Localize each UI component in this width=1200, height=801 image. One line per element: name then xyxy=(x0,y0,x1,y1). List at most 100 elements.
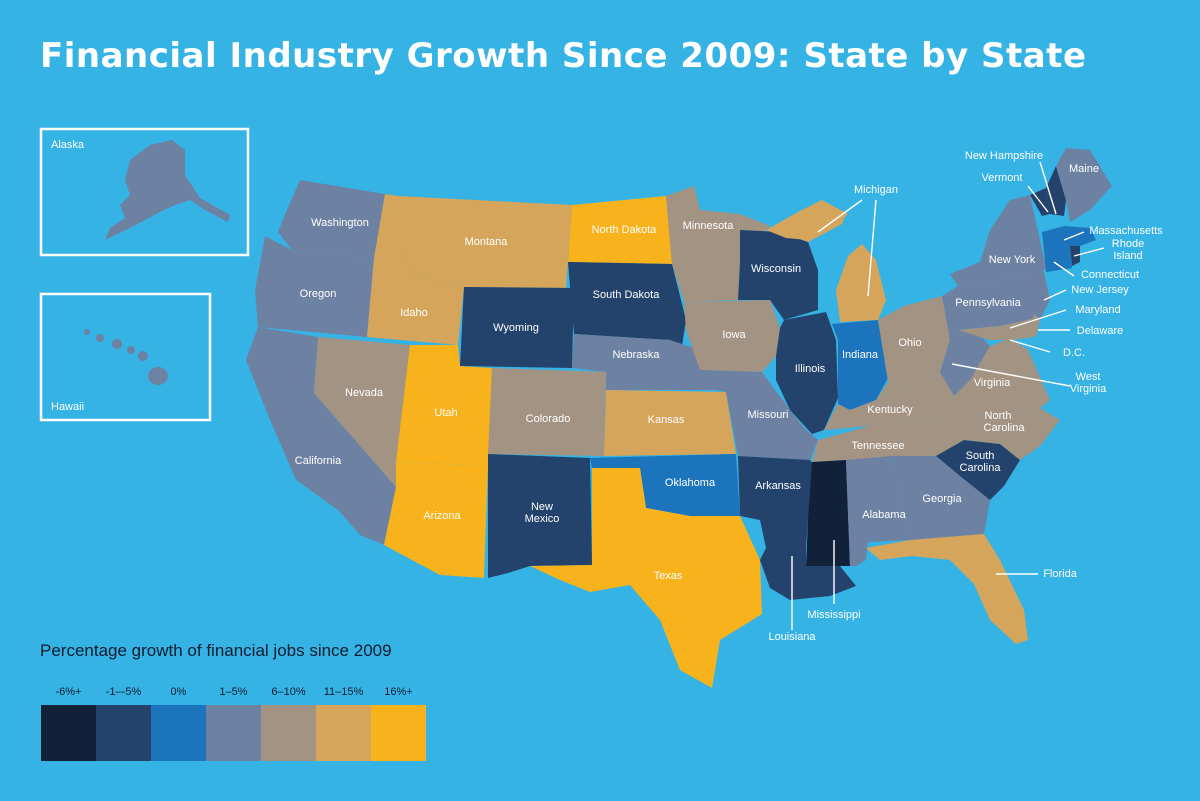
state-new-jersey xyxy=(1030,272,1050,320)
label-new-jersey: New Jersey xyxy=(1071,284,1129,296)
state-connecticut xyxy=(1044,246,1072,272)
label-vermont: Vermont xyxy=(982,172,1023,184)
label-massachusetts: Massachusetts xyxy=(1089,225,1163,237)
label-new-hampshire: New Hampshire xyxy=(965,150,1043,162)
legend-swatch xyxy=(316,705,371,761)
label-california: California xyxy=(295,455,342,467)
state-alabama xyxy=(846,456,910,566)
legend-swatch xyxy=(371,705,426,761)
legend-label: 1–5% xyxy=(219,686,248,698)
state-idaho xyxy=(367,194,464,345)
state-tennessee xyxy=(812,414,978,462)
legend-label: -1–-5% xyxy=(105,686,142,698)
state-new-hampshire xyxy=(1046,166,1066,216)
label-north-dakota: North Dakota xyxy=(592,224,658,236)
label-north-carolina-line2: Carolina xyxy=(984,422,1026,434)
legend-label: -6%+ xyxy=(55,686,82,698)
legend-swatch xyxy=(41,705,96,761)
label-nevada: Nevada xyxy=(345,387,384,399)
label-rhode-island-line1: Rhode xyxy=(1112,238,1144,250)
state-colorado xyxy=(488,368,606,456)
legend-label: 11–15% xyxy=(323,686,364,698)
state-ohio xyxy=(878,296,950,390)
state-north-dakota xyxy=(568,196,672,264)
label-south-carolina-line1: South xyxy=(966,450,995,462)
state-nebraska xyxy=(572,334,716,390)
state-california xyxy=(246,327,396,545)
label-pennsylvania: Pennsylvania xyxy=(955,297,1021,309)
label-nebraska: Nebraska xyxy=(612,349,660,361)
state-wyoming xyxy=(460,287,574,368)
label-arkansas: Arkansas xyxy=(755,480,801,492)
state-michigan-lower xyxy=(836,244,886,322)
state-minnesota xyxy=(666,186,770,302)
state-washington xyxy=(278,180,385,258)
state-montana xyxy=(398,196,572,288)
leader-lines xyxy=(791,161,1105,630)
label-kentucky: Kentucky xyxy=(867,404,913,416)
state-arkansas xyxy=(738,456,818,548)
legend-swatch xyxy=(206,705,261,761)
label-arizona: Arizona xyxy=(423,510,461,522)
state-arizona xyxy=(384,462,488,578)
label-maryland: Maryland xyxy=(1075,304,1120,316)
label-montana: Montana xyxy=(465,236,509,248)
label-alaska: Alaska xyxy=(51,139,85,151)
label-kansas: Kansas xyxy=(648,414,685,426)
label-utah: Utah xyxy=(434,407,457,419)
state-new-mexico xyxy=(488,454,592,578)
label-hawaii: Hawaii xyxy=(51,401,85,413)
label-dc: D.C. xyxy=(1063,347,1085,359)
state-oregon xyxy=(255,236,374,337)
state-kansas xyxy=(604,390,736,456)
label-colorado: Colorado xyxy=(526,413,571,425)
label-wyoming: Wyoming xyxy=(493,322,539,334)
alaska-inset-frame xyxy=(39,127,250,257)
state-michigan-upper xyxy=(766,200,848,240)
state-louisiana xyxy=(760,548,856,600)
state-missouri xyxy=(700,370,818,460)
state-oklahoma xyxy=(590,454,740,520)
state-indiana xyxy=(832,320,888,410)
legend-swatch xyxy=(96,705,151,761)
legend-title: Percentage growth of financial jobs sinc… xyxy=(40,641,392,660)
label-florida: Florida xyxy=(1043,568,1078,580)
label-virginia: Virginia xyxy=(974,377,1011,389)
state-virginia xyxy=(930,338,1050,420)
label-connecticut: Connecticut xyxy=(1081,269,1139,281)
state-mississippi xyxy=(806,460,850,566)
label-alabama: Alabama xyxy=(862,509,906,521)
state-kentucky xyxy=(824,372,954,430)
state-maryland xyxy=(958,318,1036,340)
label-north-carolina-line1: North xyxy=(985,410,1012,422)
label-texas: Texas xyxy=(654,570,683,582)
legend-label: 16%+ xyxy=(384,686,413,698)
state-georgia xyxy=(892,456,990,540)
label-maine: Maine xyxy=(1069,163,1099,175)
legend-swatch xyxy=(151,705,206,761)
state-maine xyxy=(1056,148,1112,222)
label-rhode-island-line2: Island xyxy=(1113,250,1142,262)
label-tennessee: Tennessee xyxy=(851,440,904,452)
label-illinois: Illinois xyxy=(795,363,826,375)
label-georgia: Georgia xyxy=(922,493,962,505)
label-wisconsin: Wisconsin xyxy=(751,263,801,275)
label-oregon: Oregon xyxy=(300,288,337,300)
state-illinois xyxy=(776,312,838,434)
label-iowa: Iowa xyxy=(722,329,746,341)
state-iowa xyxy=(684,300,780,372)
label-new-mexico-line1: New xyxy=(531,501,553,513)
legend-label: 0% xyxy=(170,686,187,698)
label-oklahoma: Oklahoma xyxy=(665,477,716,489)
label-minnesota: Minnesota xyxy=(683,220,735,232)
label-ohio: Ohio xyxy=(898,337,921,349)
state-utah xyxy=(396,345,492,466)
state-nevada xyxy=(314,337,410,487)
state-north-carolina xyxy=(930,408,1060,460)
state-south-carolina xyxy=(936,440,1020,500)
state-wisconsin xyxy=(738,230,818,320)
label-new-mexico-line2: Mexico xyxy=(525,513,560,525)
label-south-carolina-line2: Carolina xyxy=(960,462,1002,474)
state-pennsylvania xyxy=(942,276,1044,330)
label-south-dakota: South Dakota xyxy=(593,289,661,301)
